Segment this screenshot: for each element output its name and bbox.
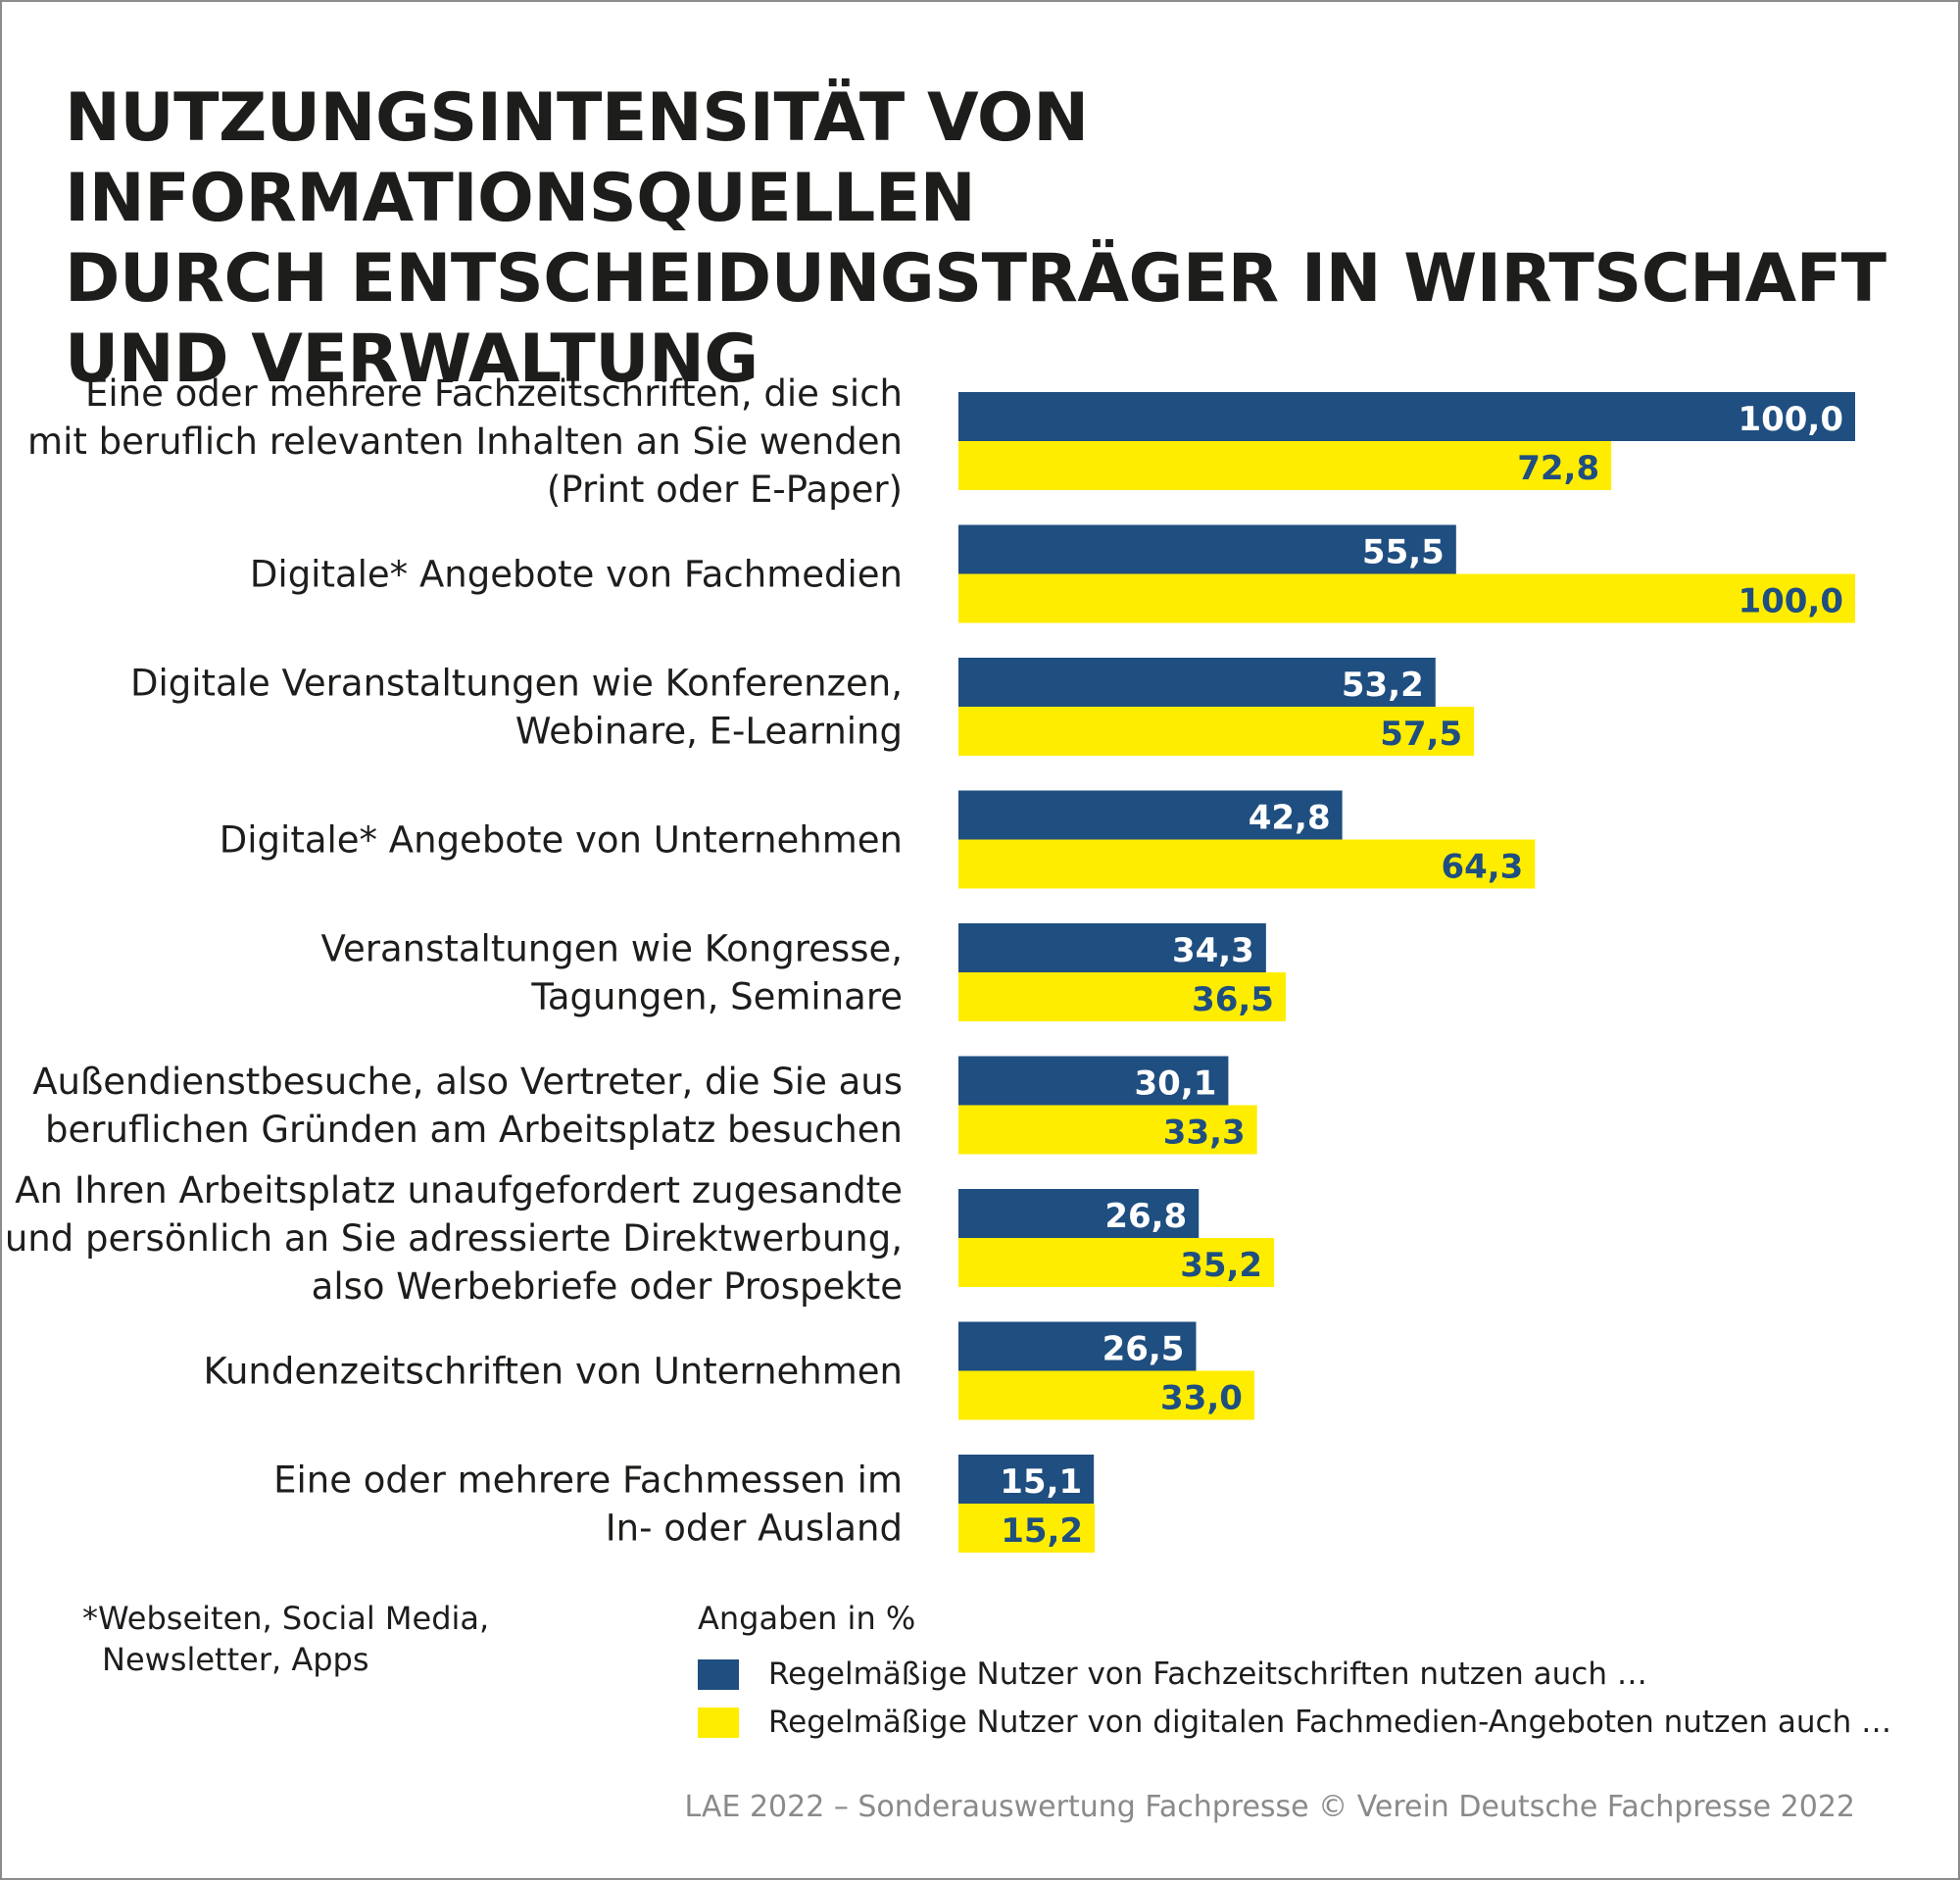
chart-title: NUTZUNGSINTENSITÄT VON INFORMATIONSQUELL…: [65, 78, 1887, 400]
bar-blue-6: [958, 1056, 1229, 1106]
legend-swatch-yellow: [698, 1707, 739, 1738]
category-label-line: Digitale* Angebote von Unternehmen: [220, 818, 903, 861]
value-label-yellow-7: 35,2: [1180, 1246, 1262, 1285]
value-label-yellow-2: 100,0: [1738, 582, 1843, 621]
source-credit: LAE 2022 – Sonderauswertung Fachpresse ©…: [684, 1790, 1855, 1824]
category-label-line: Webinare, E-Learning: [515, 710, 903, 752]
bar-yellow-2: [958, 573, 1855, 623]
footnote-line-1: *Webseiten, Social Media,: [82, 1600, 490, 1637]
category-label-5: Veranstaltungen wie Kongresse, Tagungen, …: [321, 927, 903, 1017]
category-label-line: Eine oder mehrere Fachzeitschriften, die…: [85, 372, 903, 415]
legend-label-fachzeitschriften: Regelmäßige Nutzer von Fachzeitschriften…: [768, 1657, 1647, 1692]
category-label-4: Digitale* Angebote von Unternehmen: [220, 818, 903, 861]
category-label-7: An Ihren Arbeitsplatz unaufgefordert zug…: [5, 1169, 903, 1308]
category-label-line: beruflichen Gründen am Arbeitsplatz besu…: [45, 1109, 903, 1151]
value-label-blue-9: 15,1: [1000, 1462, 1082, 1502]
category-label-line: Tagungen, Seminare: [530, 975, 903, 1017]
value-label-yellow-1: 72,8: [1517, 449, 1599, 488]
value-label-blue-5: 34,3: [1172, 931, 1254, 970]
title-line-3: UND VERWALTUNG: [65, 321, 759, 398]
category-label-line: Außendienstbesuche, also Vertreter, die …: [32, 1061, 903, 1103]
bar-yellow-8: [958, 1370, 1254, 1420]
bar-blue-7: [958, 1189, 1200, 1238]
category-label-8: Kundenzeitschriften von Unternehmen: [204, 1350, 903, 1392]
category-label-line: An Ihren Arbeitsplatz unaufgefordert zug…: [15, 1169, 903, 1212]
category-label-line: (Print oder E-Paper): [547, 469, 903, 511]
category-label-line: also Werbebriefe oder Prospekte: [312, 1265, 903, 1308]
value-label-blue-7: 26,8: [1104, 1197, 1187, 1236]
legend-label-digital: Regelmäßige Nutzer von digitalen Fachmed…: [768, 1705, 1892, 1740]
bar-yellow-9: [958, 1504, 1096, 1553]
category-label-line: Veranstaltungen wie Kongresse,: [321, 927, 903, 969]
bar-yellow-5: [958, 972, 1286, 1021]
legend-item-digital: Regelmäßige Nutzer von digitalen Fachmed…: [698, 1705, 1891, 1740]
category-label-line: Kundenzeitschriften von Unternehmen: [204, 1350, 903, 1392]
value-label-yellow-4: 64,3: [1441, 848, 1523, 887]
bar-blue-5: [958, 923, 1266, 972]
value-label-yellow-3: 57,5: [1380, 715, 1462, 754]
bar-blue-4: [958, 790, 1343, 840]
title-line-2: DURCH ENTSCHEIDUNGSTRÄGER IN WIRTSCHAFT: [65, 240, 1886, 318]
category-label-line: In- oder Ausland: [606, 1507, 903, 1549]
footnote: *Webseiten, Social Media, Newsletter, Ap…: [82, 1598, 489, 1680]
value-label-blue-2: 55,5: [1362, 533, 1445, 572]
bar-blue-2: [958, 524, 1456, 574]
category-label-line: Digitale* Angebote von Fachmedien: [250, 553, 903, 595]
bar-blue-3: [958, 658, 1436, 707]
footnote-line-2: Newsletter, Apps: [102, 1641, 369, 1678]
category-label-1: Eine oder mehrere Fachzeitschriften, die…: [27, 372, 903, 511]
value-label-blue-3: 53,2: [1342, 666, 1424, 705]
value-label-yellow-9: 15,2: [1001, 1511, 1083, 1551]
category-label-3: Digitale Veranstaltungen wie Konferenzen…: [130, 662, 903, 752]
bar-yellow-1: [958, 441, 1612, 490]
bar-yellow-3: [958, 707, 1475, 756]
bar-blue-8: [958, 1321, 1197, 1371]
legend-swatch-blue: [698, 1658, 739, 1690]
legend-item-fachzeitschriften: Regelmäßige Nutzer von Fachzeitschriften…: [698, 1657, 1647, 1692]
title-line-1: NUTZUNGSINTENSITÄT VON INFORMATIONSQUELL…: [65, 79, 1089, 237]
value-label-blue-4: 42,8: [1249, 799, 1331, 838]
bar-yellow-7: [958, 1238, 1275, 1287]
value-label-yellow-5: 36,5: [1192, 980, 1274, 1019]
unit-note: Angaben in %: [698, 1600, 916, 1637]
value-label-blue-1: 100,0: [1738, 400, 1843, 439]
value-label-yellow-8: 33,0: [1160, 1379, 1243, 1418]
bar-yellow-4: [958, 839, 1536, 889]
bar-chart: Eine oder mehrere Fachzeitschriften, die…: [5, 372, 1855, 1553]
category-label-9: Eine oder mehrere Fachmessen im In- oder …: [273, 1459, 903, 1549]
category-label-line: mit beruflich relevanten Inhalten an Sie…: [27, 421, 903, 463]
bar-blue-9: [958, 1455, 1095, 1504]
category-label-line: Eine oder mehrere Fachmessen im: [273, 1459, 903, 1501]
bar-blue-1: [958, 392, 1855, 441]
category-label-2: Digitale* Angebote von Fachmedien: [250, 553, 903, 595]
category-label-line: und persönlich an Sie adressierte Direkt…: [5, 1217, 903, 1260]
value-label-blue-6: 30,1: [1135, 1064, 1217, 1104]
category-label-6: Außendienstbesuche, also Vertreter, die …: [32, 1061, 903, 1151]
value-label-yellow-6: 33,3: [1163, 1113, 1246, 1153]
bar-yellow-6: [958, 1105, 1257, 1155]
value-label-blue-8: 26,5: [1102, 1330, 1185, 1369]
category-label-line: Digitale Veranstaltungen wie Konferenzen…: [130, 662, 903, 704]
